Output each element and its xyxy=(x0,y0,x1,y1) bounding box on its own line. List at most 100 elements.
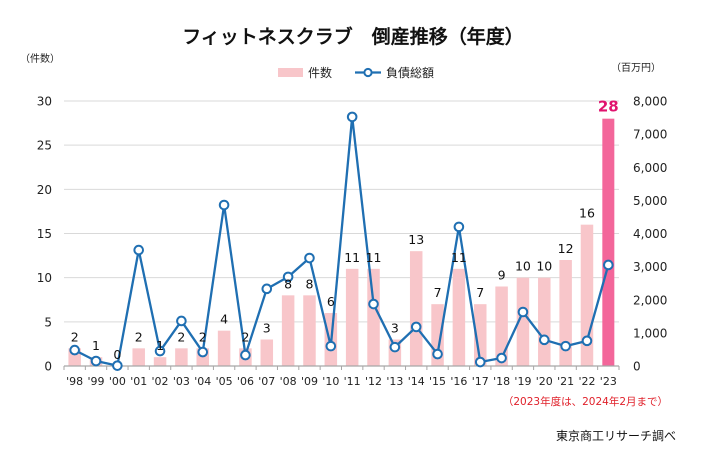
x-tick-label: '08 xyxy=(280,375,297,388)
bar-data-label: 11 xyxy=(451,250,467,265)
x-tick-label: '98 xyxy=(66,375,83,388)
bar xyxy=(132,348,145,366)
line-point xyxy=(261,283,273,295)
x-tick-label: '00 xyxy=(109,375,126,388)
line-point xyxy=(325,340,337,352)
gridlines xyxy=(64,100,619,323)
bar xyxy=(175,348,188,366)
bar xyxy=(409,251,423,366)
chart-title: フィットネスクラブ 倒産推移（年度） xyxy=(182,25,524,48)
right-tick-label: 3,000 xyxy=(633,260,667,274)
right-axis-ticks: 0 1,000 2,000 3,000 4,000 5,000 6,000 7,000 8,00… xyxy=(633,95,667,374)
bar-highlight xyxy=(602,118,615,367)
line-point xyxy=(560,340,571,352)
right-tick-label: 5,000 xyxy=(633,194,667,208)
right-tick-label: 8,000 xyxy=(633,95,667,109)
left-axis-ticks: 0 5 10 15 20 25 30 xyxy=(37,95,52,374)
x-tick-label: '16 xyxy=(450,375,467,388)
legend-bar-label: 件数 xyxy=(308,65,332,80)
x-tick-label: '23 xyxy=(600,375,617,388)
bar-data-label: 6 xyxy=(327,294,335,309)
line-point xyxy=(197,346,209,358)
bar-data-label: 1 xyxy=(156,338,164,353)
line-point xyxy=(496,352,507,364)
line-point xyxy=(90,355,102,367)
bar-data-label: 8 xyxy=(306,276,314,291)
left-tick-label: 15 xyxy=(37,227,52,241)
right-tick-label: 2,000 xyxy=(633,293,667,307)
bar-data-label: 13 xyxy=(408,232,424,247)
bar xyxy=(452,268,466,366)
bar-data-label: 11 xyxy=(366,250,382,265)
bar-data-label: 12 xyxy=(558,241,574,256)
right-tick-label: 4,000 xyxy=(633,227,667,241)
left-tick-label: 10 xyxy=(37,271,52,285)
x-tick-label: '14 xyxy=(408,375,425,388)
bar-data-label: 11 xyxy=(344,250,360,265)
bar-data-label: 3 xyxy=(263,321,271,336)
x-tick-label: '07 xyxy=(258,375,275,388)
line-point xyxy=(176,315,187,327)
x-tick-label: '15 xyxy=(429,375,446,388)
bar-data-label-highlight: 28 xyxy=(598,98,619,116)
bar xyxy=(474,304,487,366)
left-tick-label: 20 xyxy=(37,183,52,197)
right-tick-label: 6,000 xyxy=(633,161,667,175)
legend: 件数 負債総額 xyxy=(278,65,434,80)
legend-line-label: 負債総額 xyxy=(386,65,434,80)
line-point xyxy=(69,344,80,356)
line-point xyxy=(538,334,550,346)
source-credit: 東京商工リサーチ調べ xyxy=(556,428,676,443)
bar-data-label: 1 xyxy=(92,338,100,353)
line-point xyxy=(410,321,422,333)
x-tick-label: '22 xyxy=(578,375,595,388)
line-point xyxy=(432,348,443,360)
x-tick-label: '01 xyxy=(130,375,147,388)
bar-data-label: 4 xyxy=(220,312,228,327)
left-tick-label: 0 xyxy=(44,360,52,374)
line-point xyxy=(581,335,593,347)
x-tick-label: '06 xyxy=(237,375,254,388)
x-tick-label: '17 xyxy=(472,375,489,388)
line-point xyxy=(603,259,614,271)
x-tick-label: '20 xyxy=(536,375,553,388)
left-tick-label: 25 xyxy=(37,139,52,153)
bar xyxy=(217,330,231,366)
line-point xyxy=(282,271,294,283)
line-point xyxy=(453,221,465,233)
x-tick-label: '99 xyxy=(88,375,105,388)
x-tick-label: '12 xyxy=(365,375,382,388)
x-tick-label: '04 xyxy=(194,375,211,388)
bar xyxy=(153,357,167,366)
legend-bar-swatch xyxy=(278,68,303,77)
line-point xyxy=(517,306,529,318)
x-tick-label: '19 xyxy=(514,375,531,388)
line-point xyxy=(474,356,486,368)
footnote: （2023年度は、2024年2月まで） xyxy=(503,395,668,408)
bar xyxy=(495,286,508,366)
x-tick-label: '02 xyxy=(152,375,169,388)
line-point xyxy=(112,360,123,371)
line-point xyxy=(240,349,251,361)
bar-data-label: 9 xyxy=(498,268,506,283)
bar-data-label: 16 xyxy=(579,206,595,221)
line-point xyxy=(304,252,315,264)
line-point xyxy=(218,199,230,211)
bar-data-label: 7 xyxy=(476,285,484,300)
bar xyxy=(281,295,295,366)
x-tick-label: '09 xyxy=(301,375,318,388)
left-tick-label: 5 xyxy=(44,315,52,329)
bar-data-label: 2 xyxy=(177,329,185,344)
line-point xyxy=(368,298,379,310)
bar-data-label: 0 xyxy=(113,347,121,362)
x-tick-label: '13 xyxy=(386,375,403,388)
bar xyxy=(260,339,274,366)
x-tick-label: '21 xyxy=(557,375,574,388)
line-point xyxy=(154,345,166,357)
bar-data-label: 10 xyxy=(536,259,552,274)
bar-data-label: 2 xyxy=(71,329,79,344)
bar xyxy=(303,295,316,366)
x-tick-label: '18 xyxy=(493,375,510,388)
